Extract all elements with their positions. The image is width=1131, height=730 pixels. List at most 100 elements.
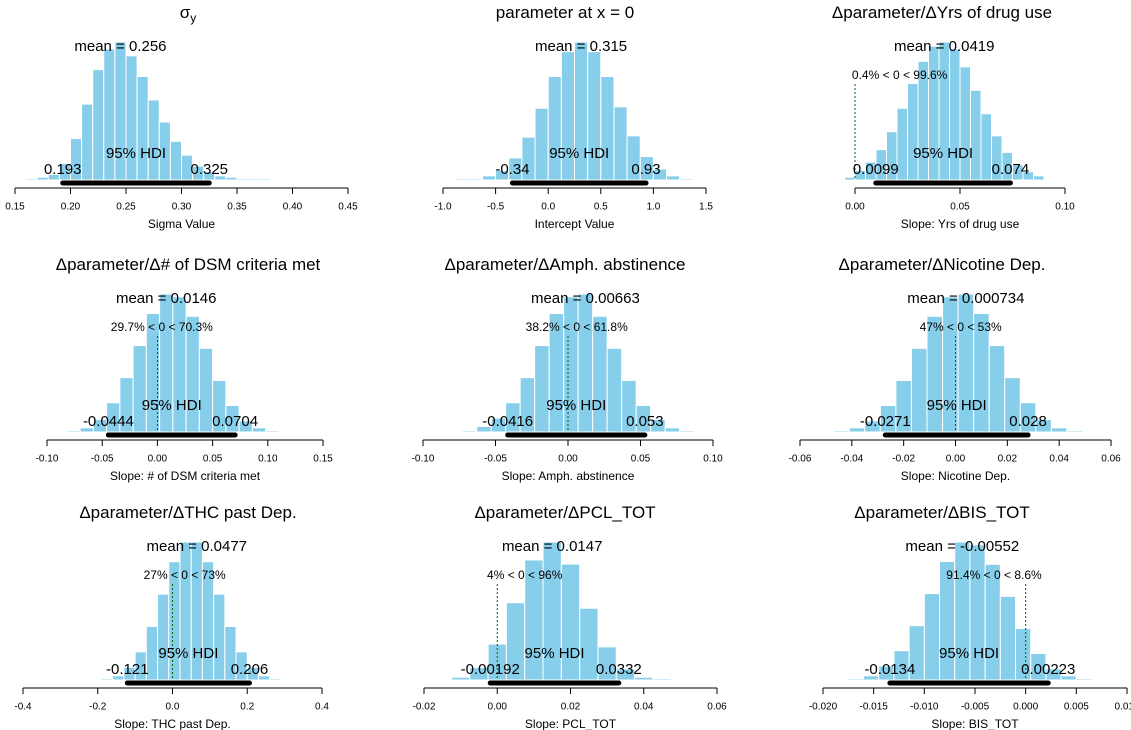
- bar: [679, 430, 695, 433]
- bar: [597, 646, 617, 681]
- x-tick-label: -0.015: [859, 702, 888, 713]
- bar: [235, 651, 248, 681]
- hdi-label: 95% HDI: [158, 645, 218, 662]
- title-text: Δparameter/Δ# of DSM criteria met: [56, 255, 321, 274]
- x-tick-label: 0.06: [1101, 454, 1121, 465]
- bar: [247, 178, 260, 181]
- hdi-label: 95% HDI: [939, 645, 999, 662]
- title-text: parameter at x = 0: [496, 3, 634, 22]
- bar: [910, 347, 928, 433]
- panel-title: Δparameter/ΔYrs of drug use: [832, 3, 1052, 22]
- bar: [679, 178, 694, 181]
- hdi-high: 0.93: [631, 161, 660, 178]
- hdi-label: 95% HDI: [913, 145, 973, 162]
- bar: [664, 427, 681, 433]
- x-tick-label: 0.10: [1055, 202, 1075, 213]
- mean-label: mean = 0.0419: [894, 38, 995, 55]
- bar: [560, 563, 581, 681]
- bar: [481, 175, 497, 181]
- x-tick-label: -0.04: [840, 454, 863, 465]
- bar: [25, 178, 38, 181]
- hdi-low: 0.0099: [853, 161, 899, 178]
- x-tick-label: -0.5: [487, 202, 505, 213]
- x-tick-label: 1.0: [646, 202, 660, 213]
- hdi-high: 0.206: [231, 661, 269, 678]
- x-axis-label: Slope: Yrs of drug use: [901, 217, 1020, 231]
- panel-title: Δparameter/Δ# of DSM criteria met: [56, 255, 321, 274]
- x-tick-label: 0.02: [998, 454, 1018, 465]
- hdi-high: 0.00223: [1021, 661, 1075, 678]
- bar: [157, 593, 170, 681]
- hdi-label: 95% HDI: [927, 397, 987, 414]
- bar: [534, 107, 549, 181]
- x-tick-label: 0.00: [488, 702, 508, 713]
- title-text: Δparameter/ΔAmph. abstinence: [445, 255, 686, 274]
- x-tick-label: 0.0: [166, 702, 180, 713]
- x-tick-label: 0.00: [148, 454, 168, 465]
- bar: [600, 76, 615, 181]
- bar: [635, 405, 652, 433]
- x-tick-label: -0.020: [809, 702, 838, 713]
- x-axis-label: Intercept Value: [535, 217, 615, 231]
- x-tick-label: -0.05: [91, 454, 114, 465]
- x-tick-label: 0.00: [946, 454, 966, 465]
- x-tick-label: -0.06: [789, 454, 812, 465]
- mean-label: mean = 0.000734: [907, 290, 1024, 307]
- bar: [147, 99, 160, 181]
- bar: [606, 347, 623, 433]
- x-tick-label: 0.10: [703, 454, 723, 465]
- bar: [999, 595, 1017, 681]
- bar: [959, 66, 971, 181]
- title-text: Δparameter/ΔTHC past Dep.: [79, 503, 296, 522]
- x-tick-label: 0.05: [950, 202, 970, 213]
- hdi-low: -0.34: [495, 161, 529, 178]
- bar: [136, 76, 149, 181]
- hdi-high: 0.0332: [596, 661, 642, 678]
- x-tick-label: 0.15: [313, 454, 333, 465]
- hdi-low: -0.00192: [461, 661, 520, 678]
- bar: [257, 675, 271, 681]
- x-tick-label: 0.000: [1013, 702, 1038, 713]
- hdi-low: 0.193: [44, 161, 82, 178]
- x-tick-label: 0.04: [1049, 454, 1069, 465]
- x-tick-label: 0.005: [1064, 702, 1089, 713]
- hdi-low: -0.0134: [864, 661, 915, 678]
- bar: [1045, 668, 1062, 681]
- bar: [1035, 418, 1052, 433]
- x-tick-label: 0.25: [116, 202, 136, 213]
- x-tick-label: -1.0: [434, 202, 452, 213]
- x-tick-label: -0.05: [484, 454, 507, 465]
- x-tick-label: 0.15: [5, 202, 25, 213]
- x-tick-label: 0.40: [283, 202, 303, 213]
- bar: [198, 347, 214, 433]
- title-text: Δparameter/ΔNicotine Dep.: [839, 255, 1046, 274]
- comp-label: 47% < 0 < 53%: [920, 320, 1002, 334]
- x-tick-label: -0.005: [961, 702, 990, 713]
- bar: [455, 178, 470, 181]
- x-tick-label: 0.4: [315, 702, 329, 713]
- bar: [652, 678, 672, 681]
- mean-label: mean = 0.00663: [531, 290, 640, 307]
- bar: [92, 69, 105, 181]
- bar: [980, 113, 992, 181]
- panel: Δparameter/ΔNicotine Dep. mean = 0.000734…: [789, 255, 1122, 483]
- bar: [1030, 653, 1047, 681]
- x-axis-label: Slope: # of DSM criteria met: [110, 469, 261, 483]
- bar: [847, 678, 865, 681]
- hdi-label: 95% HDI: [549, 145, 609, 162]
- panel-title: parameter at x = 0: [496, 3, 634, 22]
- bar: [639, 156, 654, 181]
- bar: [269, 678, 282, 681]
- bar: [213, 593, 226, 681]
- bar: [169, 140, 182, 181]
- bar: [1075, 678, 1093, 681]
- panel: parameter at x = 0 mean = 0.315 -0.34 0.93 9…: [434, 3, 713, 231]
- x-axis-label: Slope: BIS_TOT: [931, 717, 1019, 730]
- x-tick-label: 0.010: [1114, 702, 1131, 713]
- bar: [1066, 430, 1083, 433]
- x-tick-label: 0.04: [634, 702, 654, 713]
- x-axis-label: Slope: PCL_TOT: [525, 717, 617, 730]
- bar: [923, 593, 941, 681]
- x-tick-label: -0.2: [89, 702, 107, 713]
